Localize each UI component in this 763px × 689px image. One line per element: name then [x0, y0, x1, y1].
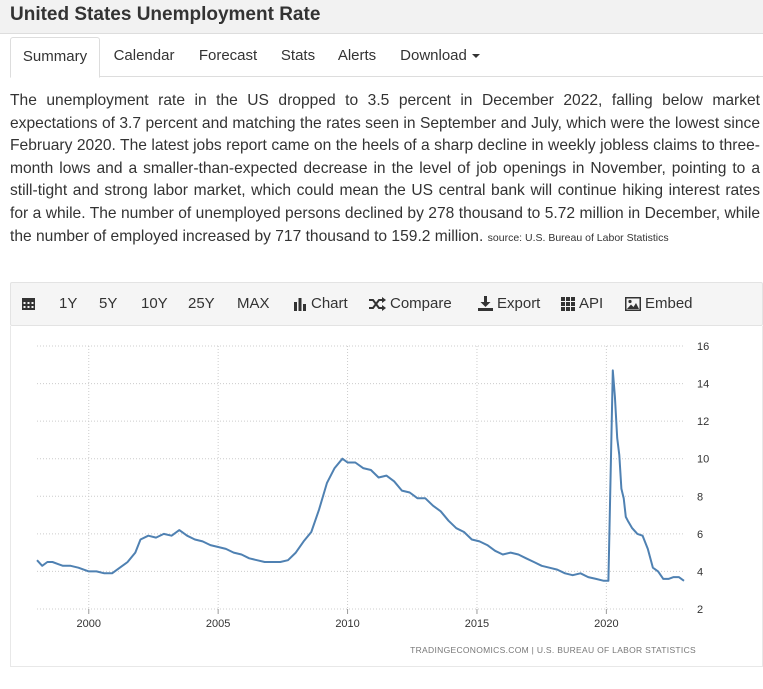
chart-type-button[interactable]: Chart	[293, 283, 348, 325]
chart-type-label: Chart	[311, 295, 348, 312]
tab-forecast-label: Forecast	[198, 47, 258, 64]
unemployment-line-chart: 2 4 6 8 10 12 14 16 2000 2005 2010 2015 2020	[36, 341, 709, 630]
compare-button[interactable]: Compare	[369, 283, 452, 325]
y-tick-label: 6	[697, 529, 703, 541]
title-bar: United States Unemployment Rate	[0, 0, 763, 34]
range-10y-button[interactable]: 10Y	[141, 283, 168, 325]
shuffle-icon	[369, 297, 386, 311]
compare-label: Compare	[390, 295, 452, 312]
summary-description: The unemployment rate in the US dropped …	[10, 92, 760, 245]
range-25y-button[interactable]: 25Y	[188, 283, 215, 325]
tab-download[interactable]: Download	[390, 37, 490, 77]
range-1y-button[interactable]: 1Y	[59, 283, 77, 325]
y-tick-label: 10	[697, 454, 709, 466]
embed-button[interactable]: Embed	[625, 283, 693, 325]
x-tick-label: 2010	[335, 618, 359, 630]
image-icon	[625, 297, 641, 311]
grid-icon	[561, 297, 575, 311]
range-5y-button[interactable]: 5Y	[99, 283, 117, 325]
chart-toolbar: 1Y 5Y 10Y 25Y MAX Chart Compare Export A…	[10, 282, 763, 326]
tab-calendar[interactable]: Calendar	[104, 37, 184, 77]
range-1y-label: 1Y	[59, 295, 78, 312]
series-line	[36, 369, 685, 582]
y-tick-label: 16	[697, 341, 709, 353]
tab-download-label: Download	[400, 47, 467, 64]
embed-label: Embed	[645, 295, 693, 312]
y-tick-label: 12	[697, 416, 709, 428]
tab-summary-label: Summary	[22, 48, 88, 65]
tab-summary[interactable]: Summary	[10, 37, 100, 78]
chart-area: 2 4 6 8 10 12 14 16 2000 2005 2010 2015 2020 TRADING…	[10, 326, 763, 667]
tab-stats-label: Stats	[280, 47, 316, 64]
y-tick-label: 2	[697, 604, 703, 616]
calendar-icon	[22, 298, 35, 310]
range-max-label: MAX	[237, 295, 270, 312]
tab-calendar-label: Calendar	[113, 47, 175, 64]
source-note: source: U.S. Bureau of Labor Statistics	[487, 231, 669, 244]
calendar-button[interactable]	[21, 283, 40, 325]
tab-forecast[interactable]: Forecast	[188, 37, 268, 77]
bar-chart-icon	[294, 298, 306, 311]
summary-text: The unemployment rate in the US dropped …	[10, 90, 760, 249]
x-tick-label: 2020	[594, 618, 618, 630]
tab-stats[interactable]: Stats	[272, 37, 324, 77]
download-icon	[478, 296, 493, 311]
tab-bar: Summary Calendar Forecast Stats Alerts D…	[10, 37, 763, 78]
x-tick-label: 2015	[465, 618, 489, 630]
y-tick-label: 14	[697, 379, 709, 391]
tab-alerts[interactable]: Alerts	[328, 37, 386, 77]
range-25y-label: 25Y	[188, 295, 215, 312]
x-tick-label: 2005	[206, 618, 230, 630]
export-button[interactable]: Export	[478, 283, 540, 325]
y-tick-label: 4	[697, 566, 703, 578]
range-max-button[interactable]: MAX	[237, 283, 270, 325]
export-label: Export	[497, 295, 541, 312]
chart-credit: TRADINGECONOMICS.COM | U.S. BUREAU OF LA…	[410, 645, 696, 655]
y-tick-label: 8	[697, 491, 703, 503]
api-label: API	[579, 295, 604, 312]
range-10y-label: 10Y	[141, 295, 168, 312]
page-title: United States Unemployment Rate	[10, 4, 321, 25]
tab-alerts-label: Alerts	[337, 47, 377, 64]
x-tick-label: 2000	[77, 618, 101, 630]
caret-down-icon	[471, 54, 480, 59]
api-button[interactable]: API	[561, 283, 603, 325]
range-5y-label: 5Y	[99, 295, 118, 312]
